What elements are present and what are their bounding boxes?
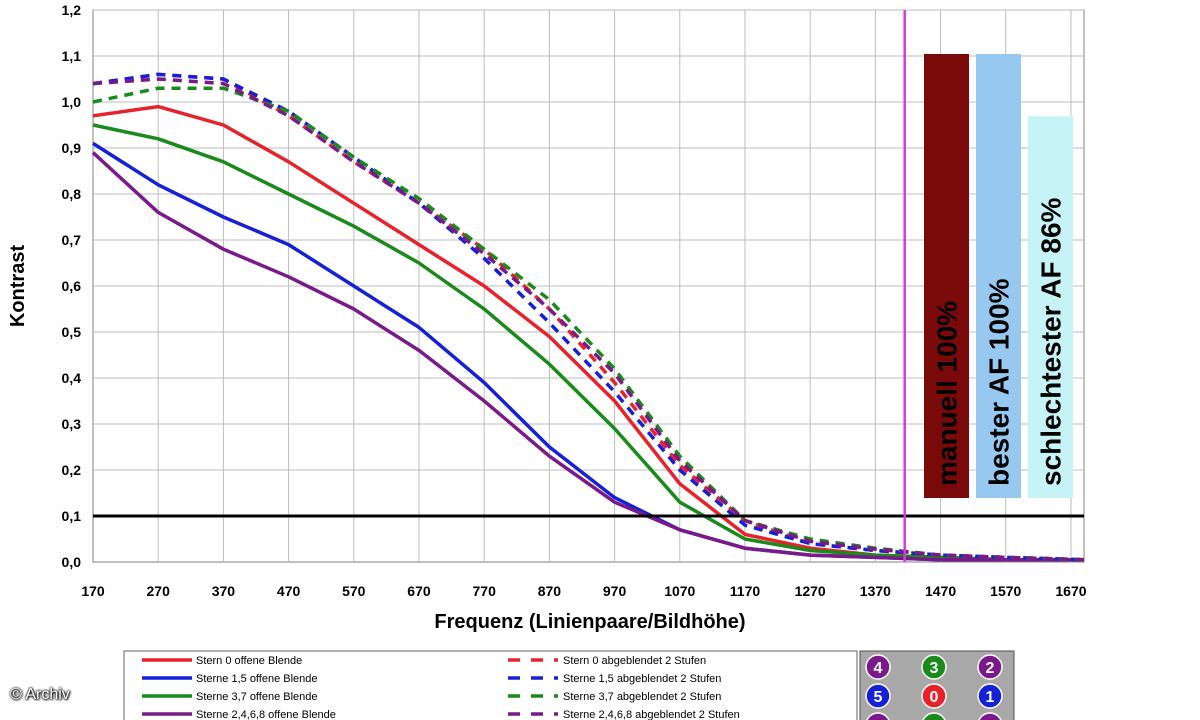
x-tick-label: 1570 bbox=[990, 583, 1021, 599]
credit-text: © Archiv bbox=[10, 686, 70, 703]
af-bar-label: bester AF 100% bbox=[984, 278, 1015, 486]
af-bar-label: manuell 100% bbox=[932, 301, 963, 486]
x-tick-label: 1270 bbox=[795, 583, 826, 599]
x-tick-label: 870 bbox=[538, 583, 562, 599]
y-tick-label: 0,4 bbox=[62, 370, 82, 386]
y-tick-label: 1,1 bbox=[62, 48, 82, 64]
star-key-dot bbox=[865, 683, 891, 709]
legend-box bbox=[123, 650, 858, 720]
star-key-dot bbox=[978, 712, 1002, 720]
star-key-label: 5 bbox=[874, 689, 883, 706]
star-key-label: 2 bbox=[986, 660, 995, 677]
star-key-label: 0 bbox=[930, 689, 939, 706]
series-line bbox=[92, 77, 1085, 562]
y-tick-label: 0,0 bbox=[62, 554, 82, 570]
series-line bbox=[91, 151, 1084, 562]
star-key-dot bbox=[866, 712, 890, 720]
star-key-dot bbox=[921, 683, 947, 709]
x-tick-label: 470 bbox=[277, 583, 301, 599]
x-tick-label: 770 bbox=[473, 583, 497, 599]
legend-label: Sterne 3,7 abgeblendet 2 Stufen bbox=[563, 691, 721, 703]
star-key-dot bbox=[921, 654, 947, 680]
star-key-dot bbox=[977, 683, 1003, 709]
y-tick-label: 0,6 bbox=[62, 278, 82, 294]
series-line bbox=[92, 123, 1084, 562]
legend-label: Sterne 1,5 abgeblendet 2 Stufen bbox=[563, 673, 721, 685]
x-tick-label: 970 bbox=[603, 583, 627, 599]
series-line bbox=[92, 72, 1085, 562]
star-key-dot bbox=[865, 654, 891, 680]
y-tick-label: 0,3 bbox=[62, 416, 82, 432]
x-tick-label: 1170 bbox=[730, 583, 761, 599]
legend: Stern 0 offene Blende Sterne 1,5 offene B… bbox=[123, 650, 858, 720]
star-key-dot bbox=[922, 712, 946, 720]
y-tick-label: 0,2 bbox=[62, 462, 82, 478]
star-key-label: 3 bbox=[930, 660, 939, 677]
y-axis-label: Kontrast bbox=[7, 245, 29, 328]
legend-label: Stern 0 offene Blende bbox=[196, 655, 302, 667]
af-bar bbox=[924, 54, 969, 498]
legend-label: Sterne 2,4,6,8 abgeblendet 2 Stufen bbox=[563, 709, 740, 720]
legend-label: Sterne 1,5 offene Blende bbox=[196, 673, 318, 685]
axes: 170 270 370 470 570 670 770 870 970 1070 1170 1270 1… bbox=[7, 2, 1087, 633]
x-tick-label: 170 bbox=[81, 583, 105, 599]
x-tick-label: 270 bbox=[147, 583, 171, 599]
x-tick-label: 370 bbox=[212, 583, 236, 599]
x-tick-label: 1370 bbox=[860, 583, 891, 599]
x-axis-label: Frequenz (Linienpaare/Bildhöhe) bbox=[434, 611, 745, 633]
star-key-label: 4 bbox=[874, 660, 883, 677]
series-line bbox=[92, 72, 1085, 562]
y-tick-label: 0,7 bbox=[62, 232, 82, 248]
af-bar-label: schlechtester AF 86% bbox=[1036, 197, 1067, 486]
y-tick-label: 1,2 bbox=[62, 2, 82, 18]
y-tick-label: 0,9 bbox=[62, 140, 82, 156]
af-bar bbox=[976, 54, 1021, 498]
grid bbox=[92, 9, 1085, 563]
af-bar bbox=[1028, 116, 1073, 498]
y-tick-label: 0,1 bbox=[62, 508, 82, 524]
series-lines bbox=[91, 10, 1085, 562]
legend-label: Sterne 3,7 offene Blende bbox=[196, 691, 318, 703]
x-tick-label: 1470 bbox=[925, 583, 956, 599]
star-key-dot bbox=[977, 654, 1003, 680]
x-tick-label: 670 bbox=[407, 583, 431, 599]
star-key-label: 1 bbox=[986, 689, 995, 706]
af-bars: manuell 100% bester AF 100% schlechtester … bbox=[924, 54, 1073, 498]
y-tick-label: 0,8 bbox=[62, 186, 82, 202]
legend-label: Sterne 2,4,6,8 offene Blende bbox=[196, 709, 336, 720]
legend-label: Stern 0 abgeblendet 2 Stufen bbox=[563, 655, 706, 667]
x-tick-label: 570 bbox=[342, 583, 366, 599]
x-tick-label: 1070 bbox=[664, 583, 695, 599]
star-key: 4 3 2 5 0 1 bbox=[859, 650, 1015, 720]
y-tick-label: 1,0 bbox=[62, 94, 82, 110]
x-tick-label: 1670 bbox=[1055, 583, 1086, 599]
y-tick-label: 0,5 bbox=[62, 324, 82, 340]
